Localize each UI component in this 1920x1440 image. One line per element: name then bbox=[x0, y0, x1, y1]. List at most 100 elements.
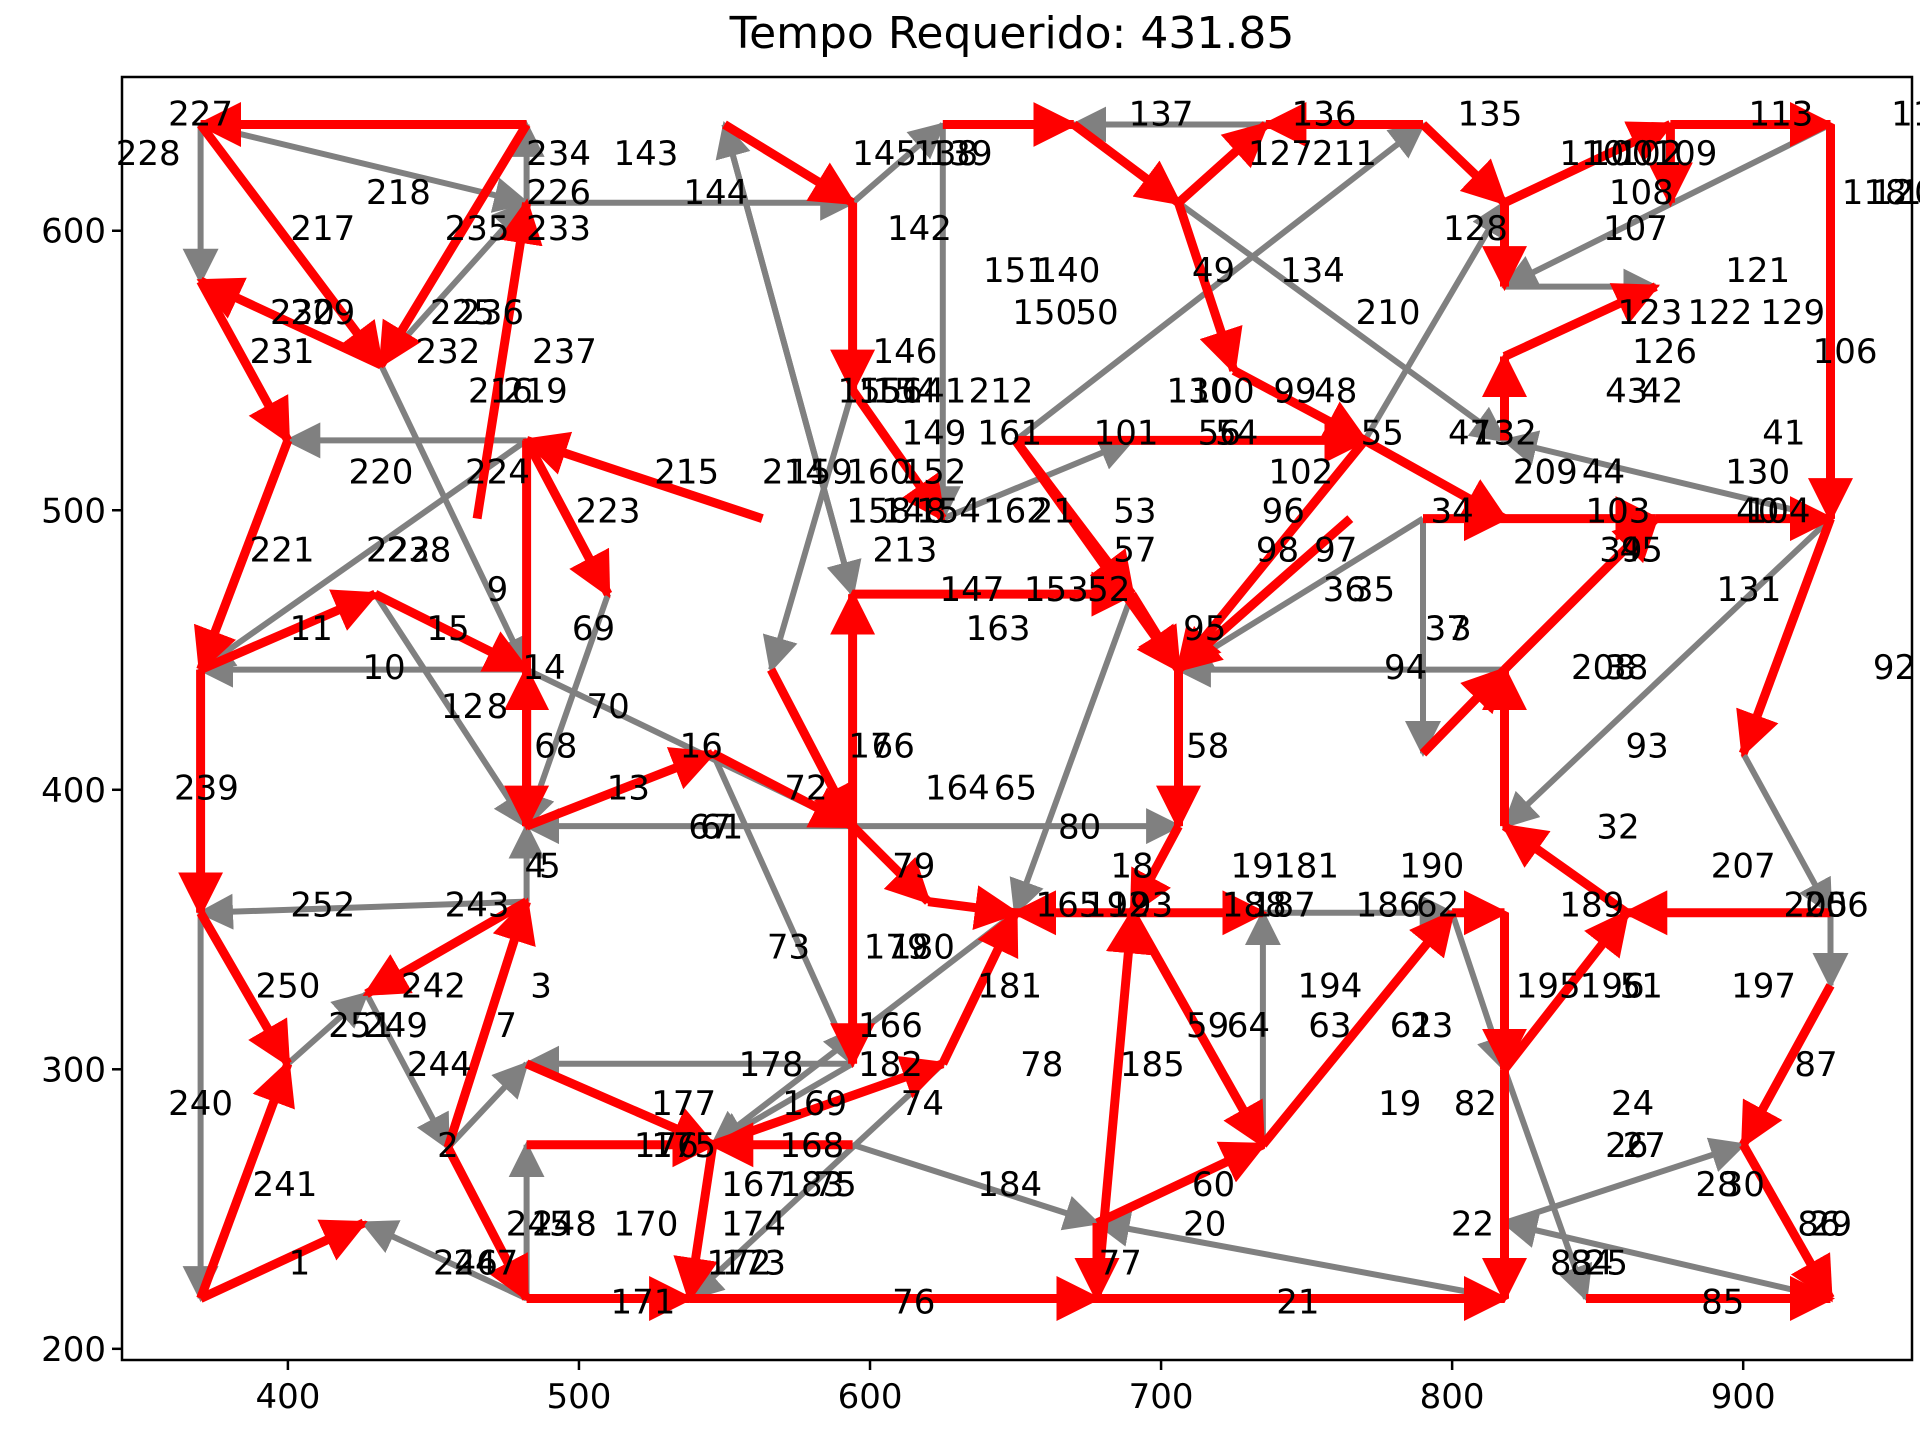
edge-label: 107 bbox=[1603, 209, 1668, 249]
edge-label: 82 bbox=[1454, 1084, 1497, 1124]
route-edge-191 bbox=[1128, 823, 1183, 917]
edge-label: 10 bbox=[362, 648, 405, 688]
edge-label: 7 bbox=[495, 1006, 517, 1046]
edge-label: 61 bbox=[1390, 1006, 1433, 1046]
edge-label: 102 bbox=[1268, 452, 1333, 492]
edge-label: 194 bbox=[1297, 967, 1362, 1007]
edge-label: 189 bbox=[1559, 886, 1624, 926]
edge-label: 94 bbox=[1384, 648, 1427, 688]
edge-label: 30 bbox=[1722, 1165, 1765, 1205]
edge-label: 138 bbox=[913, 134, 978, 174]
route-edge-241 bbox=[196, 1059, 295, 1301]
edge-label: 3 bbox=[530, 967, 552, 1007]
edge-label: 34 bbox=[1430, 492, 1473, 532]
route-edge-6 bbox=[443, 897, 536, 1149]
route-edge-230 bbox=[196, 277, 383, 369]
edge-label: 172 bbox=[707, 1244, 772, 1284]
edge-label: 101 bbox=[1094, 413, 1159, 453]
edge-label: 99 bbox=[1273, 371, 1316, 411]
edge-label: 96 bbox=[1262, 492, 1305, 532]
edge-label: 75 bbox=[813, 1165, 856, 1205]
edge-label: 197 bbox=[1731, 967, 1796, 1007]
edge-252 bbox=[197, 893, 527, 930]
edge-label: 239 bbox=[174, 768, 239, 808]
edge-label: 248 bbox=[532, 1204, 597, 1244]
edge-label: 222 bbox=[366, 531, 431, 571]
edge-label: 116 bbox=[1891, 95, 1920, 135]
edge-label: 49 bbox=[1192, 251, 1235, 291]
edge-label: 163 bbox=[966, 609, 1031, 649]
edge-label: 8 bbox=[487, 687, 509, 727]
y-axis: 200 300 400 500 600 bbox=[41, 212, 122, 1370]
edge-label: 183 bbox=[779, 1165, 844, 1205]
edge-label: 153 bbox=[1024, 570, 1089, 610]
edge-label: 156 bbox=[858, 371, 923, 411]
edge-label: 104 bbox=[1746, 492, 1811, 532]
y-tick-label: 200 bbox=[41, 1330, 106, 1370]
edge-label: 178 bbox=[739, 1045, 804, 1085]
edge-label: 205 bbox=[1784, 886, 1849, 926]
edge-label: 226 bbox=[526, 173, 591, 213]
y-tick-label: 500 bbox=[41, 491, 106, 531]
edge-label: 121 bbox=[1725, 251, 1790, 291]
edge-label: 147 bbox=[939, 570, 1004, 610]
edge-label: 208 bbox=[1571, 648, 1636, 688]
edge-label: 109 bbox=[1653, 134, 1718, 174]
route-edge-49 bbox=[1174, 201, 1243, 375]
edge-label: 113 bbox=[1749, 95, 1814, 135]
edge-label: 181 bbox=[977, 967, 1042, 1007]
edge-label: 93 bbox=[1625, 726, 1668, 766]
x-tick-label: 800 bbox=[1420, 1377, 1485, 1417]
edge-label: 69 bbox=[572, 609, 615, 649]
edge-label: 38 bbox=[1605, 648, 1648, 688]
edge-106 bbox=[1500, 430, 1832, 522]
edge-label: 146 bbox=[872, 332, 937, 372]
edge-label: 79 bbox=[892, 847, 935, 887]
edge-30 bbox=[1503, 1137, 1747, 1226]
edge-label: 162 bbox=[983, 492, 1048, 532]
y-tick-label: 600 bbox=[41, 212, 106, 252]
edge-label: 236 bbox=[459, 293, 524, 333]
edge-label: 51 bbox=[1620, 967, 1663, 1007]
edge-label: 164 bbox=[925, 768, 990, 808]
route-edge-217 bbox=[197, 121, 385, 369]
edge-label: 45 bbox=[1620, 531, 1663, 571]
edge-label: 17 bbox=[848, 726, 891, 766]
edge-label: 77 bbox=[1099, 1244, 1142, 1284]
route-edge-113 bbox=[1502, 120, 1675, 207]
edge-label: 129 bbox=[1760, 293, 1825, 333]
edge-label: 22 bbox=[1451, 1204, 1494, 1244]
edge-label: 97 bbox=[1314, 531, 1357, 571]
edge-label: 87 bbox=[1794, 1045, 1837, 1085]
edge-label: 37 bbox=[1425, 609, 1468, 649]
edge-label: 78 bbox=[1020, 1045, 1063, 1085]
edge-label: 211 bbox=[1312, 134, 1377, 174]
edge-label: 228 bbox=[116, 134, 181, 174]
edge-label: 21 bbox=[1276, 1283, 1319, 1323]
route-edge-165 bbox=[927, 885, 1020, 930]
edge-label: 140 bbox=[1035, 251, 1100, 291]
edge-label: 55 bbox=[1361, 413, 1404, 453]
edge-label: 18 bbox=[1110, 847, 1153, 887]
edge-label: 23 bbox=[1410, 1006, 1453, 1046]
edge-label: 241 bbox=[253, 1165, 318, 1205]
edge-label: 139 bbox=[928, 134, 993, 174]
edge-label: 111 bbox=[1900, 173, 1920, 213]
edge-label: 142 bbox=[887, 209, 952, 249]
edge-label: 24 bbox=[1611, 1084, 1654, 1124]
edge-label: 149 bbox=[902, 413, 967, 453]
route-edge-127 bbox=[1175, 121, 1270, 207]
edge-195 bbox=[1449, 911, 1512, 1073]
route-edge-145 bbox=[722, 120, 857, 207]
edge-label: 73 bbox=[767, 928, 810, 968]
edge-238 bbox=[197, 437, 529, 673]
edge-label: 249 bbox=[363, 1006, 428, 1046]
edge-label: 110 bbox=[1559, 134, 1624, 174]
edge-label: 166 bbox=[858, 1006, 923, 1046]
edge-label: 245 bbox=[506, 1204, 571, 1244]
edge-label: 206 bbox=[1804, 886, 1869, 926]
route-edge-221 bbox=[193, 438, 293, 674]
route-edge-219 bbox=[472, 198, 543, 520]
route-edge-17 bbox=[767, 667, 857, 831]
edge-label: 9 bbox=[487, 570, 509, 610]
